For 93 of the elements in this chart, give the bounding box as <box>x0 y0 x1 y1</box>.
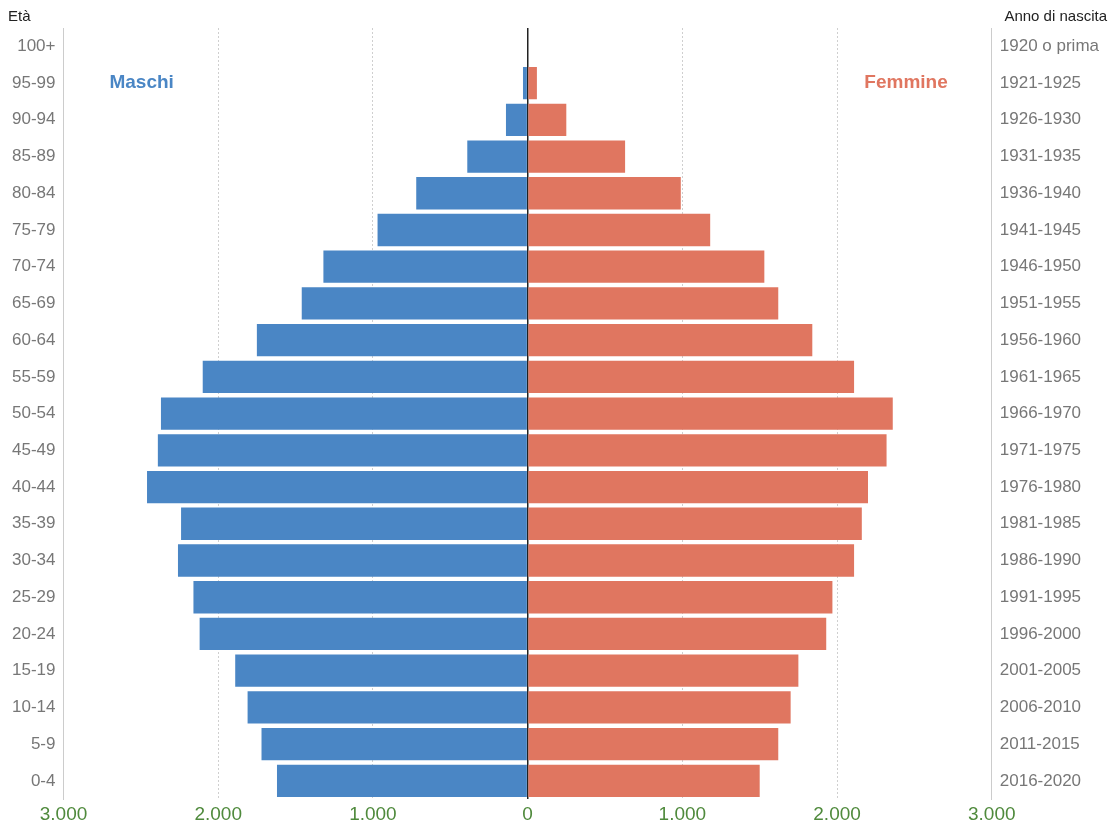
bar <box>377 213 527 247</box>
x-tick-label: 3.000 <box>39 802 88 824</box>
bar <box>528 727 779 761</box>
y-tick-label: 20-24 <box>12 623 56 643</box>
y-tick-label: 30-34 <box>12 550 56 570</box>
bar <box>528 764 760 797</box>
y2-tick-label: 1996-2000 <box>999 623 1082 643</box>
x-tick-label: 3.000 <box>968 802 1016 824</box>
bar <box>193 581 527 614</box>
y2-tick-label: 1926-1930 <box>999 109 1082 129</box>
bar <box>528 360 855 394</box>
bar <box>528 397 893 430</box>
y-tick-label: 60-64 <box>12 329 56 349</box>
bar <box>247 691 527 724</box>
y-tick-label: 25-29 <box>12 586 56 606</box>
y2-tick-label: 1991-1995 <box>999 586 1082 606</box>
y-tick-label: 100+ <box>17 36 56 56</box>
y2-tick-label: 2006-2010 <box>999 697 1082 717</box>
bar <box>528 434 887 467</box>
y2-tick-label: 1971-1975 <box>999 440 1082 460</box>
bar <box>528 140 626 173</box>
bar <box>528 654 799 687</box>
y2-tick-label: 2016-2020 <box>999 770 1082 790</box>
bar <box>528 323 813 357</box>
y2-tick-label: 2001-2005 <box>999 660 1082 680</box>
y2-tick-label: 1936-1940 <box>999 182 1082 202</box>
y2-tick-label: 1946-1950 <box>999 256 1082 276</box>
y2-tick-label: 1941-1945 <box>999 219 1082 239</box>
bar <box>528 470 868 504</box>
y-tick-label: 55-59 <box>12 366 56 386</box>
bar <box>160 397 527 430</box>
y-axis-title: Età <box>8 6 32 24</box>
x-tick-label: 1.000 <box>349 802 397 824</box>
y-tick-label: 45-49 <box>12 440 56 460</box>
bar <box>528 617 827 651</box>
y2-tick-label: 1961-1965 <box>999 366 1082 386</box>
bar <box>528 103 567 136</box>
bar <box>528 287 779 320</box>
text: Maschi <box>109 71 174 93</box>
bar <box>177 544 527 577</box>
y2-tick-label: 1931-1935 <box>999 146 1082 166</box>
y-tick-label: 90-94 <box>12 109 56 129</box>
y2-tick-label: 1986-1990 <box>999 550 1082 570</box>
y-tick-label: 15-19 <box>12 660 56 680</box>
y-tick-label: 5-9 <box>30 733 56 753</box>
y2-tick-label: 1956-1960 <box>999 329 1082 349</box>
bar <box>261 727 527 761</box>
x-tick-label: 0 <box>522 802 533 824</box>
bar <box>528 544 855 577</box>
bar <box>528 691 791 724</box>
bar <box>467 140 527 173</box>
y2-tick-label: 1976-1980 <box>999 476 1082 496</box>
bar <box>528 507 862 540</box>
bar <box>522 66 527 100</box>
y2-tick-label: 1951-1955 <box>999 293 1082 313</box>
y-tick-label: 75-79 <box>12 219 56 239</box>
bar <box>528 66 537 100</box>
bar <box>528 250 765 283</box>
bar <box>301 287 527 320</box>
bar <box>235 654 527 687</box>
bar <box>276 764 527 797</box>
y2-tick-label: 1921-1925 <box>999 72 1082 92</box>
bar <box>202 360 527 394</box>
bar <box>505 103 527 136</box>
y2-tick-label: 1966-1970 <box>999 403 1082 423</box>
bar <box>147 470 527 504</box>
y2-tick-label: 2011-2015 <box>999 733 1080 753</box>
bar <box>528 177 681 210</box>
y-tick-label: 70-74 <box>12 256 56 276</box>
y2-tick-label: 1981-1985 <box>999 513 1082 533</box>
y-tick-label: 35-39 <box>12 513 56 533</box>
y-tick-label: 80-84 <box>12 182 56 202</box>
y-tick-label: 0-4 <box>30 770 56 790</box>
y-tick-label: 65-69 <box>12 293 56 313</box>
bar <box>256 323 527 357</box>
x-tick-label: 1.000 <box>658 802 707 824</box>
bar <box>199 617 527 651</box>
y-tick-label: 95-99 <box>12 72 56 92</box>
bar <box>528 213 711 247</box>
text: Femmine <box>864 71 948 93</box>
x-tick-label: 2.000 <box>194 802 242 824</box>
bar <box>416 177 527 210</box>
y-tick-label: 10-14 <box>12 697 56 717</box>
bar <box>181 507 527 540</box>
bar <box>323 250 527 283</box>
bar <box>157 434 527 467</box>
bar <box>528 581 833 614</box>
y-tick-label: 85-89 <box>12 146 56 166</box>
x-tick-label: 2.000 <box>813 802 861 824</box>
y2-axis-title: Anno di nascita <box>1004 6 1108 24</box>
y-tick-label: 40-44 <box>12 476 56 496</box>
y-tick-label: 50-54 <box>12 403 56 423</box>
y2-tick-label: 1920 o prima <box>999 36 1100 56</box>
